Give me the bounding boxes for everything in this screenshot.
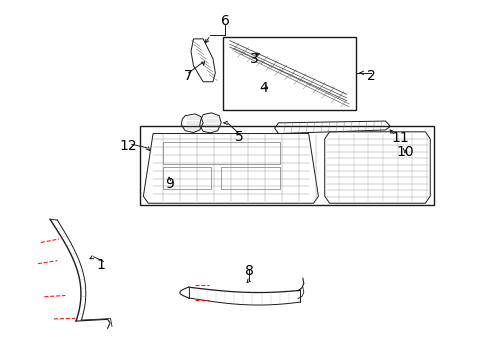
Text: 12: 12 — [119, 139, 136, 153]
Bar — [221, 167, 279, 189]
Text: 8: 8 — [244, 264, 253, 278]
Bar — [163, 167, 211, 189]
Text: 3: 3 — [249, 51, 258, 66]
Text: 9: 9 — [164, 176, 173, 190]
Text: 6: 6 — [220, 14, 229, 28]
Text: 7: 7 — [184, 69, 193, 84]
Bar — [140, 126, 433, 205]
Text: 10: 10 — [395, 145, 413, 159]
Text: 11: 11 — [390, 131, 408, 145]
Text: 1: 1 — [97, 258, 105, 272]
Text: 2: 2 — [366, 69, 374, 84]
Bar — [163, 143, 279, 164]
Text: 5: 5 — [235, 130, 244, 144]
Text: 4: 4 — [259, 81, 268, 95]
Bar — [222, 37, 356, 111]
